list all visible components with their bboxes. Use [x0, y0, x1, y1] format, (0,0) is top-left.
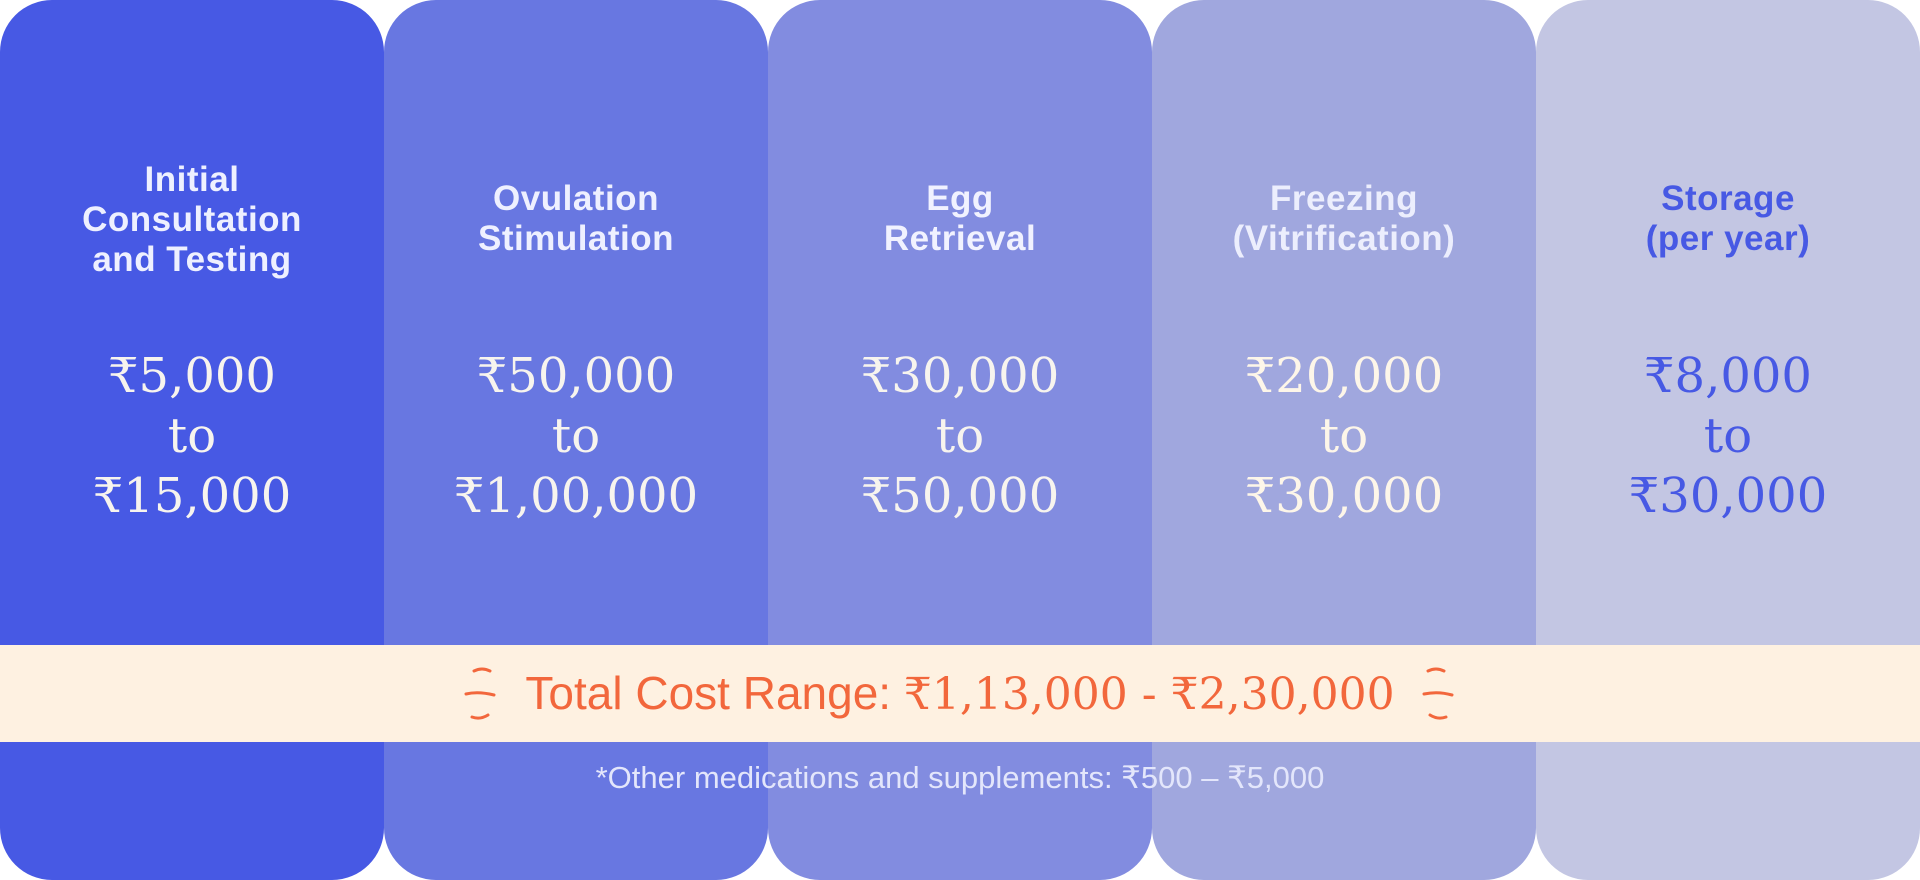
total-cost-text: Total Cost Range: ₹1,13,000 - ₹2,30,000: [0, 645, 1920, 742]
price-from: ₹50,000: [476, 348, 676, 404]
price-from: ₹30,000: [860, 348, 1060, 404]
stage-title: Ovulation Stimulation: [384, 179, 768, 259]
stage-price-range: ₹20,000 to ₹30,000: [1152, 346, 1536, 526]
price-from: ₹8,000: [1644, 348, 1812, 404]
stage-title-line: (per year): [1645, 219, 1811, 258]
price-to: ₹30,000: [1244, 468, 1444, 524]
price-from: ₹5,000: [108, 348, 276, 404]
price-from: ₹20,000: [1244, 348, 1444, 404]
total-cost-range: ₹1,13,000 - ₹2,30,000: [903, 669, 1395, 720]
stage-price-range: ₹8,000 to ₹30,000: [1536, 346, 1920, 526]
sparkle-lines-icon: [1422, 667, 1454, 720]
stage-column-storage: Storage (per year) ₹8,000 to ₹30,000: [1536, 0, 1920, 880]
stage-title-line: Stimulation: [477, 219, 675, 258]
stage-title: Egg Retrieval: [768, 179, 1152, 259]
stage-title-line: (Vitrification): [1232, 219, 1456, 258]
stage-title-line: Freezing: [1270, 179, 1418, 218]
stage-title-line: Ovulation: [493, 179, 659, 218]
stage-title-line: Retrieval: [883, 219, 1037, 258]
stage-title-line: Storage: [1661, 179, 1795, 218]
price-to: ₹1,00,000: [453, 468, 699, 524]
stage-title-line: and Testing: [92, 240, 292, 279]
total-cost-label: Total Cost Range:: [525, 667, 892, 719]
stage-title: Storage (per year): [1536, 179, 1920, 259]
price-connector: to: [551, 408, 601, 464]
sparkle-lines-icon: [464, 667, 496, 720]
stage-price-range: ₹30,000 to ₹50,000: [768, 346, 1152, 526]
stage-title: Initial Consultation and Testing: [0, 160, 384, 280]
stage-column-ovulation-stimulation: Ovulation Stimulation ₹50,000 to ₹1,00,0…: [384, 0, 768, 880]
price-connector: to: [1319, 408, 1369, 464]
stage-title-line: Egg: [926, 179, 994, 218]
price-connector: to: [167, 408, 217, 464]
stage-price-range: ₹5,000 to ₹15,000: [0, 346, 384, 526]
price-connector: to: [1703, 408, 1753, 464]
stage-title: Freezing (Vitrification): [1152, 179, 1536, 259]
price-to: ₹30,000: [1628, 468, 1828, 524]
price-to: ₹15,000: [92, 468, 292, 524]
price-to: ₹50,000: [860, 468, 1060, 524]
stage-column-freezing: Freezing (Vitrification) ₹20,000 to ₹30,…: [1152, 0, 1536, 880]
stage-price-range: ₹50,000 to ₹1,00,000: [384, 346, 768, 526]
price-connector: to: [935, 408, 985, 464]
stage-title-line: Initial: [144, 160, 240, 199]
footnote-other-medications: *Other medications and supplements: ₹500…: [595, 760, 1325, 795]
total-cost-band: Total Cost Range: ₹1,13,000 - ₹2,30,000: [0, 645, 1920, 742]
stage-column-egg-retrieval: Egg Retrieval ₹30,000 to ₹50,000: [768, 0, 1152, 880]
stage-column-initial-consultation: Initial Consultation and Testing ₹5,000 …: [0, 0, 384, 880]
stage-title-line: Consultation: [82, 200, 302, 239]
